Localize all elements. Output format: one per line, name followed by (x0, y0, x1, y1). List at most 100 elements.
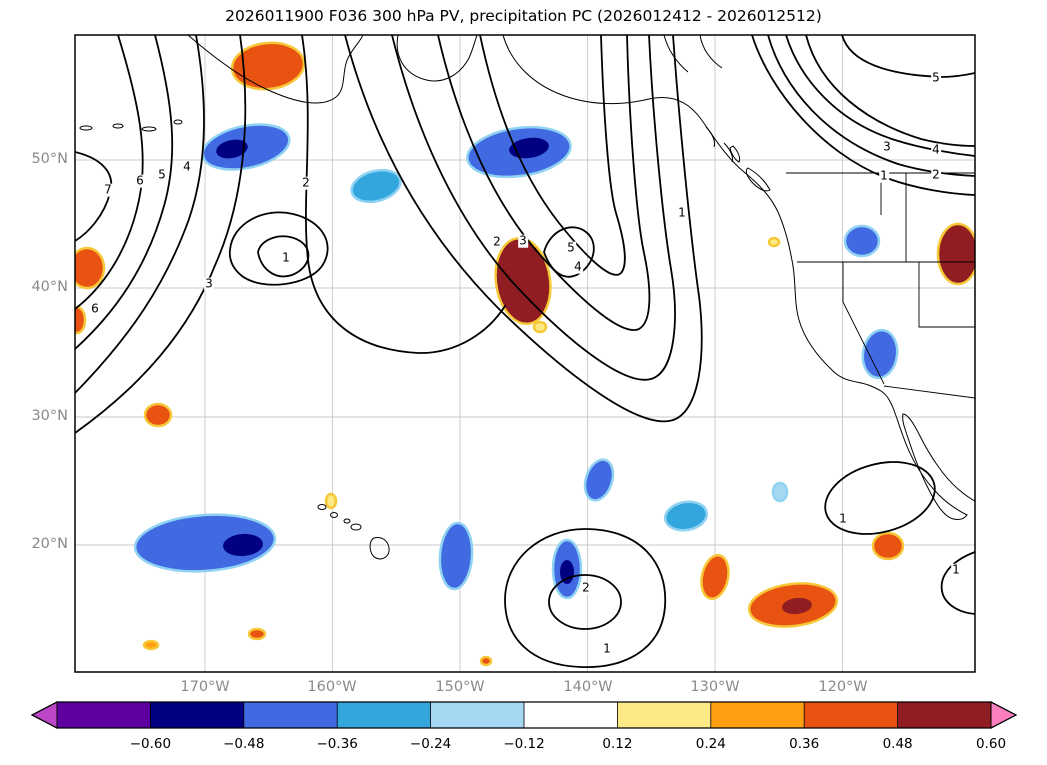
island (330, 512, 338, 518)
pv-contour-line (841, 35, 975, 78)
plot-border (74, 34, 976, 673)
positive-anomaly-blob (532, 320, 548, 334)
anomaly-core (509, 137, 549, 159)
colorbar-segment (337, 702, 431, 728)
pv-contour-line (543, 226, 595, 278)
colorbar-left-arrow (30, 701, 58, 729)
contour-label: 1 (838, 511, 848, 526)
positive-anomaly-blob (479, 655, 493, 667)
island (729, 145, 741, 163)
positive-anomaly-blob (494, 237, 552, 325)
x-tick-label: 140°W (563, 679, 613, 695)
pv-contour-line (805, 35, 975, 147)
contour-label: 4 (573, 259, 583, 274)
state-border (918, 262, 975, 328)
contour-label: 4 (182, 159, 192, 174)
colorbar-tick-label: 0.60 (975, 736, 1007, 752)
pv-contour-line (767, 35, 975, 177)
figure-title: 2026011900 F036 300 hPa PV, precipitatio… (225, 7, 822, 25)
colorbar-segment (243, 702, 338, 728)
pv-contour-line (391, 35, 676, 381)
positive-anomaly-blob (871, 531, 905, 561)
colorbar-segment (617, 702, 711, 728)
negative-anomaly-blob (843, 224, 881, 258)
colorbar-segment (897, 702, 991, 728)
coastlines (79, 35, 975, 560)
x-tick-label: 170°W (180, 679, 230, 695)
contour-label: 2 (581, 580, 591, 595)
positive-anomaly-blob (936, 222, 975, 286)
positive-anomaly-blob (700, 554, 730, 600)
contour-label: 6 (90, 301, 100, 316)
negative-anomaly-blob (583, 458, 615, 502)
positive-anomaly-blob (75, 246, 106, 290)
negative-anomaly-blob (861, 328, 899, 380)
island (350, 523, 362, 531)
pv-contour-line (75, 35, 174, 350)
contour-label: 1 (281, 250, 291, 265)
colorbar-tick-label: −0.24 (409, 736, 452, 752)
x-tick-label: 150°W (435, 679, 485, 695)
negative-anomaly-blob (133, 513, 277, 573)
pv-contour-line (75, 35, 144, 310)
contour-label: 2 (492, 234, 502, 249)
colorbar-segment (804, 702, 898, 728)
island (173, 119, 183, 125)
contour-label: 5 (157, 167, 167, 182)
contour-label: 6 (135, 173, 145, 188)
colorbar-right-arrow (990, 701, 1018, 729)
negative-anomaly-blob (350, 168, 402, 204)
pv-contour-line (824, 461, 936, 535)
colorbar-segment (430, 702, 524, 728)
colorbar-segment (57, 702, 151, 728)
pv-contour-line (75, 35, 247, 434)
island (317, 504, 327, 510)
colorbar-tick-label: 0.24 (695, 736, 726, 752)
coastline (187, 35, 364, 104)
pv-contour-line (479, 35, 626, 276)
contour-label: 1 (879, 168, 889, 183)
colorbar-tick-label: 0.12 (602, 736, 633, 752)
island (141, 126, 157, 132)
positive-anomaly-blob (324, 492, 338, 510)
contour-label: 5 (931, 70, 941, 85)
contour-label: 7 (103, 182, 113, 197)
x-tick-label: 130°W (690, 679, 740, 695)
y-tick-label: 40°N (31, 279, 68, 295)
positive-anomaly-blob (247, 627, 267, 641)
coastline (396, 35, 478, 82)
pv-contour-line (940, 551, 975, 615)
positive-anomaly-blob (143, 402, 173, 428)
contour-label: 5 (566, 240, 576, 255)
map-area (75, 35, 975, 672)
coastline (502, 35, 975, 520)
contour-label: 1 (602, 641, 612, 656)
coastline (663, 35, 689, 73)
y-tick-label: 30°N (31, 408, 68, 424)
island (343, 518, 351, 524)
x-tick-label: 120°W (818, 679, 868, 695)
y-tick-label: 50°N (31, 151, 68, 167)
colorbar-outline (30, 701, 1018, 729)
positive-anomaly-blob (767, 236, 781, 248)
pv-contour-line (785, 35, 975, 157)
contour-label: 3 (518, 233, 528, 248)
colorbar-tick-label: 0.48 (882, 736, 913, 752)
pv-contour-line (301, 35, 506, 354)
negative-anomaly-blob (771, 481, 789, 503)
pv-contour-line (228, 211, 329, 286)
contour-label: 4 (931, 142, 941, 157)
positive-anomaly-blob (142, 639, 160, 651)
anomaly-core (782, 597, 812, 615)
negative-anomaly-blob (438, 521, 474, 591)
state-border (883, 385, 975, 399)
positive-anomaly-blob (75, 305, 87, 335)
anomaly-core (216, 139, 248, 159)
pv-contours (75, 35, 975, 668)
colorbar-tick-label: 0.36 (789, 736, 820, 752)
colorbar-tick-label: −0.36 (316, 736, 358, 752)
anomaly-shading (75, 41, 975, 667)
colorbar-tick-label: −0.12 (503, 736, 545, 752)
